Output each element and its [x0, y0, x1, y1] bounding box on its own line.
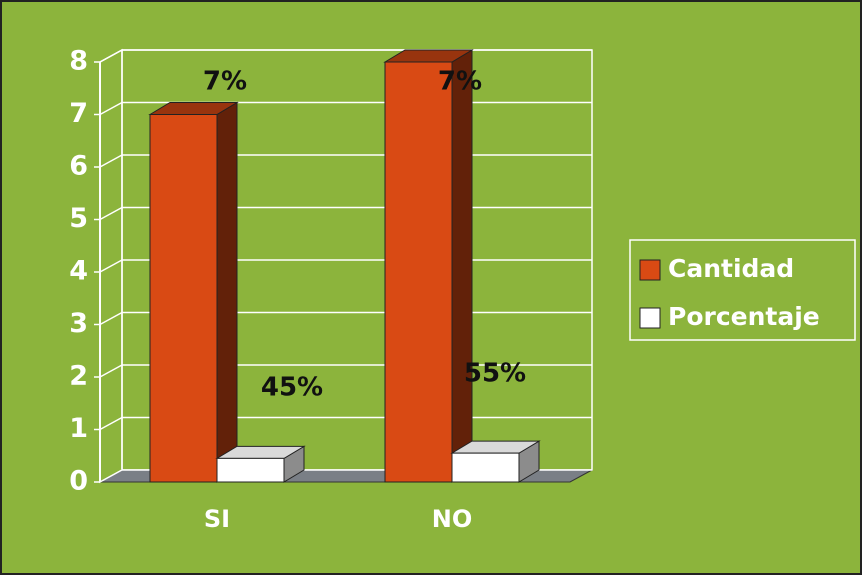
- data-label: 55%: [464, 359, 526, 389]
- x-tick-label: SI: [204, 505, 230, 533]
- grid-line: [99, 364, 123, 378]
- grid-line: [99, 311, 123, 326]
- y-tick-label: 2: [69, 361, 88, 392]
- grid-line: [99, 206, 123, 221]
- y-tick-label: 0: [69, 466, 88, 497]
- bar: [384, 61, 453, 483]
- grid-line: [99, 101, 123, 116]
- bar: [216, 457, 285, 483]
- grid-line: [99, 416, 123, 431]
- x-tick-label: NO: [432, 505, 473, 533]
- y-tick-label: 6: [69, 151, 88, 182]
- legend-swatch: [639, 259, 661, 281]
- grid-line: [99, 259, 123, 273]
- legend-label: Porcentaje: [668, 302, 820, 331]
- grid-line: [99, 154, 123, 168]
- y-tick-label: 4: [69, 256, 88, 287]
- grid-line: [99, 469, 123, 483]
- bar: [149, 114, 218, 483]
- data-label: 45%: [261, 373, 323, 403]
- bar-side: [216, 101, 238, 483]
- bar: [451, 452, 520, 483]
- legend-label: Cantidad: [668, 254, 794, 283]
- bar-side: [451, 49, 473, 483]
- y-tick-label: 1: [69, 413, 88, 444]
- y-tick-label: 8: [69, 46, 88, 77]
- y-tick-label: 3: [69, 308, 88, 339]
- annotation: 7%: [203, 67, 247, 97]
- legend-box: [629, 239, 856, 341]
- annotation: 7%: [438, 67, 482, 97]
- legend-swatch: [639, 307, 661, 329]
- grid-line: [99, 49, 123, 63]
- y-tick-label: 7: [69, 98, 88, 129]
- y-tick-label: 5: [69, 203, 88, 234]
